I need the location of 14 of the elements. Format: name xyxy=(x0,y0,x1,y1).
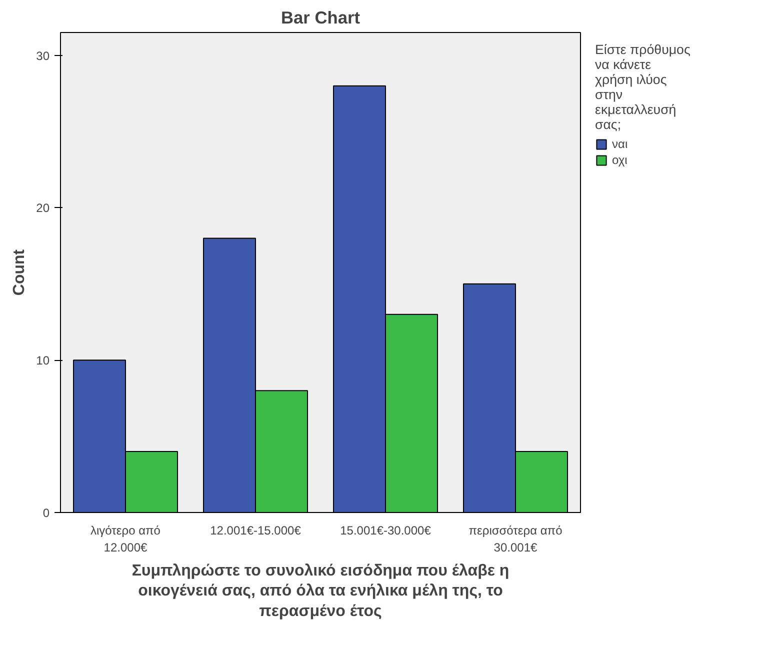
chart-title: Bar Chart xyxy=(281,8,360,28)
x-axis-title: Συμπληρώστε το συνολικό εισόδημα που έλαβε η οικογένειά σας, από όλα τα ενήλικα μέλη της, το περασμένο έτος xyxy=(132,562,510,620)
y-tick-label: 10 xyxy=(36,354,50,368)
y-tick-label: 0 xyxy=(42,506,50,520)
x-tick-label: περισσότερα από 30.001€ xyxy=(468,524,563,554)
legend-title: Είστε πρόθυμος να κάνετε χρήση ιλύος στην εκμεταλλευσή σας; xyxy=(595,42,690,132)
y-tick-label: 20 xyxy=(36,201,50,216)
y-axis-title: Count xyxy=(11,248,28,296)
legend-label: ναι xyxy=(612,137,629,151)
x-tick-label: λιγότερο από 12.000€ xyxy=(90,524,161,554)
y-tick-label: 30 xyxy=(36,48,50,63)
x-tick-label: 15.001€-30.000€ xyxy=(340,524,432,538)
legend-label: οχι xyxy=(612,153,628,167)
x-tick-label: 12.001€-15.000€ xyxy=(210,524,302,538)
